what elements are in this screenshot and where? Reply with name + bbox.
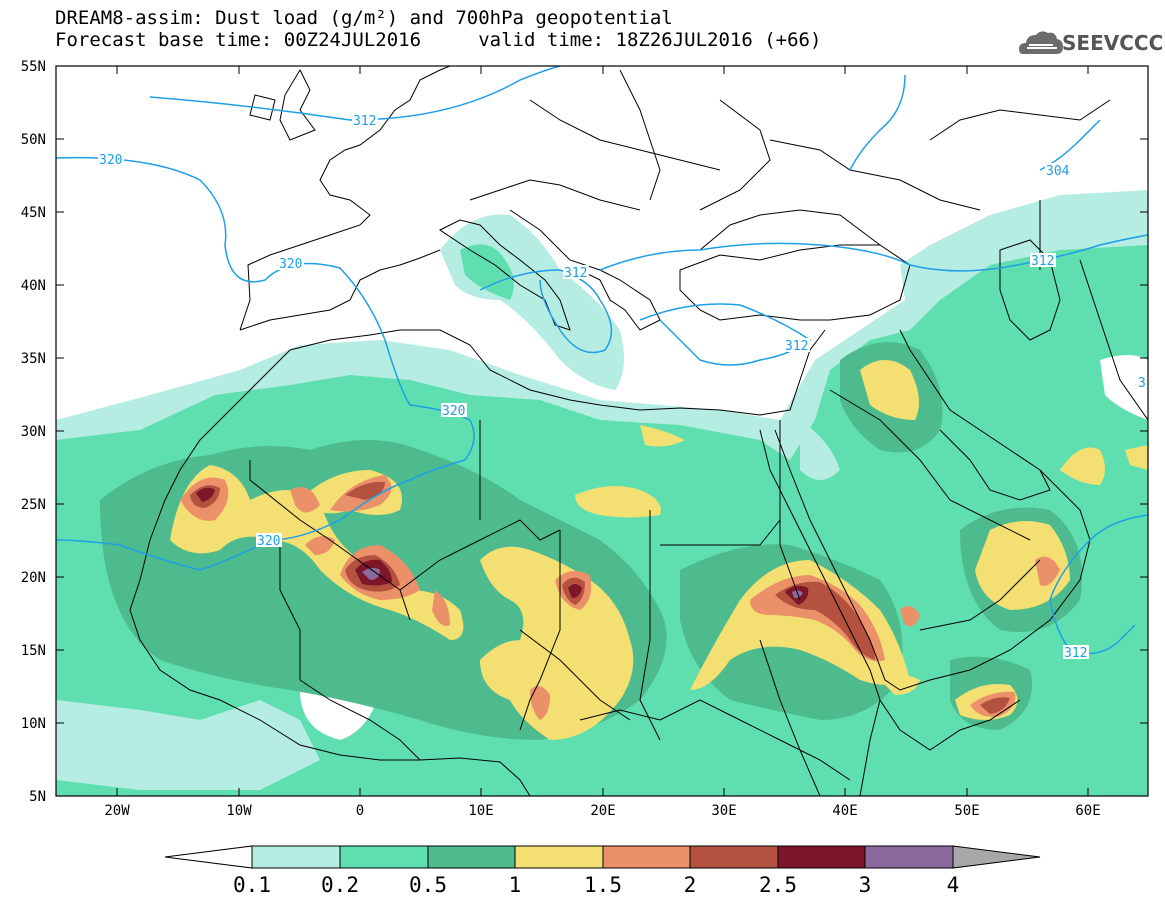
- colorbar-label: 0.5: [409, 873, 447, 897]
- coastlines: [129, 66, 1148, 796]
- contour-label: 320: [279, 257, 302, 272]
- lat-label: 25N: [21, 497, 46, 513]
- colorbar-label: 0.2: [321, 873, 359, 897]
- lat-label: 55N: [21, 59, 46, 75]
- dust-area-darkred: [568, 584, 582, 598]
- dust-area-brown: [345, 481, 385, 500]
- dust-area-purple: [362, 567, 380, 580]
- colorbar-segment: [864, 845, 954, 869]
- lat-ticks: [56, 66, 1148, 796]
- contour-label: 320: [442, 404, 465, 419]
- lon-label: 40E: [832, 803, 857, 819]
- dust-area-darkred: [196, 487, 215, 502]
- colorbar-labels: 0.1 0.2 0.5 1 1.5 2 2.5 3 4: [233, 873, 959, 897]
- dust-area-yellow: [690, 560, 910, 690]
- lon-label: 30E: [711, 803, 736, 819]
- dust-area-orange: [290, 487, 320, 513]
- dust-area-yellow: [640, 425, 685, 447]
- colorbar-label: 3: [859, 873, 872, 897]
- dust-area-yellow: [1125, 445, 1148, 470]
- dust-free-area: [56, 700, 320, 790]
- colorbar: [164, 845, 1041, 869]
- lat-label: 40N: [21, 278, 46, 294]
- colorbar-segment: [689, 845, 779, 869]
- dust-field: [56, 190, 1148, 796]
- lat-label: 45N: [21, 205, 46, 221]
- dust-area-orange: [1035, 556, 1060, 586]
- contour-label: 312: [353, 114, 376, 129]
- dust-free-area: [800, 420, 840, 480]
- colorbar-segment: [251, 845, 341, 869]
- colorbar-segment: [514, 845, 604, 869]
- contour-label: 320: [99, 153, 122, 168]
- contour-label: 304: [1046, 164, 1070, 179]
- dust-area-yellow: [860, 360, 919, 420]
- contour-labels: 312 320 320 312 304 312 320 320 312 312 …: [98, 113, 1146, 661]
- colorbar-label: 0.1: [233, 873, 271, 897]
- colorbar-segment: [164, 845, 253, 869]
- contour-label: 3: [1138, 376, 1146, 391]
- colorbar-label: 2.5: [759, 873, 797, 897]
- dust-area-yellow: [1060, 447, 1105, 485]
- dust-area-orange: [530, 686, 550, 720]
- dust-area-yellow: [575, 486, 661, 518]
- colorbar-segment: [952, 845, 1041, 869]
- lat-label: 50N: [21, 132, 46, 148]
- lat-label: 30N: [21, 424, 46, 440]
- lon-label: 20W: [104, 803, 130, 819]
- logo-text: SEEVCCC: [1062, 31, 1164, 55]
- dust-area-brown: [980, 697, 1010, 714]
- colorbar-segment: [339, 845, 429, 869]
- contour-label: 312: [564, 266, 587, 281]
- dust-free-area: [1100, 355, 1148, 420]
- contour-label: 312: [1064, 646, 1087, 661]
- colorbar-label: 1.5: [584, 873, 622, 897]
- dust-area-orange: [900, 606, 920, 627]
- colorbar-segment: [427, 845, 516, 869]
- lat-label: 10N: [21, 716, 46, 732]
- lon-label: 20E: [590, 803, 615, 819]
- lon-label: 60E: [1075, 803, 1100, 819]
- lon-label: 0: [356, 803, 364, 819]
- contour-label: 320: [257, 534, 280, 549]
- colorbar-label: 2: [684, 873, 697, 897]
- lon-label: 10W: [226, 803, 252, 819]
- lat-label: 20N: [21, 570, 46, 586]
- contour-label: 312: [1031, 254, 1054, 269]
- lon-label: 10E: [468, 803, 493, 819]
- cloud-icon: [1019, 31, 1063, 54]
- colorbar-segment: [602, 845, 691, 869]
- dust-area-yellow: [880, 675, 920, 695]
- dust-area-orange: [305, 536, 335, 555]
- dust-area-yellow: [480, 546, 634, 740]
- contour-label: 312: [785, 339, 808, 354]
- latitude-axis: 55N 50N 45N 40N 35N 30N 25N 20N 15N 10N …: [21, 59, 46, 805]
- dust-area-medium: [460, 244, 514, 300]
- dust-area-orange: [432, 590, 450, 626]
- lat-label: 35N: [21, 351, 46, 367]
- map-title: DREAM8-assim: Dust load (g/m²) and 700hP…: [55, 7, 673, 29]
- lon-label: 50E: [954, 803, 979, 819]
- map-subtitle: Forecast base time: 00Z24JUL2016 valid t…: [55, 29, 822, 51]
- colorbar-label: 1: [509, 873, 522, 897]
- longitude-axis: 20W 10W 0 10E 20E 30E 40E 50E 60E: [104, 803, 1100, 819]
- dust-area-yellow: [975, 521, 1070, 610]
- colorbar-segment: [777, 845, 866, 869]
- lat-label: 5N: [29, 789, 46, 805]
- lat-label: 15N: [21, 643, 46, 659]
- colorbar-label: 4: [947, 873, 960, 897]
